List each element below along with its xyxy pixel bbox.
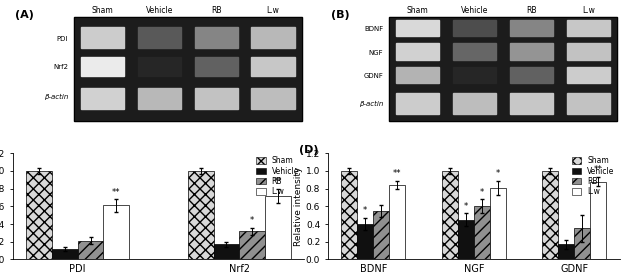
Bar xyxy=(510,20,553,37)
Text: **: ** xyxy=(112,187,121,197)
Bar xyxy=(567,20,610,37)
Bar xyxy=(590,182,607,259)
Text: L.w: L.w xyxy=(582,6,595,15)
Text: RB: RB xyxy=(211,6,222,15)
Bar xyxy=(188,171,213,259)
Bar xyxy=(396,67,439,83)
Text: Vehicle: Vehicle xyxy=(145,6,173,15)
Text: Sham: Sham xyxy=(407,6,428,15)
Y-axis label: Relative intensity: Relative intensity xyxy=(294,167,303,246)
Legend: Sham, Vehicle, RB, L.w: Sham, Vehicle, RB, L.w xyxy=(570,155,616,197)
Bar xyxy=(574,229,590,259)
Text: RB: RB xyxy=(526,6,536,15)
Bar xyxy=(453,93,496,114)
Bar xyxy=(81,57,124,76)
Text: β-actin: β-actin xyxy=(44,94,68,100)
Text: L.w: L.w xyxy=(267,6,279,15)
Bar xyxy=(81,88,124,109)
Bar xyxy=(441,171,458,259)
Text: Sham: Sham xyxy=(91,6,113,15)
Bar xyxy=(74,16,302,121)
Text: Vehicle: Vehicle xyxy=(461,6,488,15)
Text: β-actin: β-actin xyxy=(359,101,383,107)
Bar xyxy=(357,224,373,259)
Bar xyxy=(252,27,295,48)
Bar xyxy=(396,93,439,114)
Bar xyxy=(389,16,617,121)
Bar xyxy=(373,211,389,259)
Text: (D): (D) xyxy=(299,145,318,155)
Bar xyxy=(458,220,474,259)
Bar xyxy=(510,44,553,60)
Bar xyxy=(52,249,78,259)
Bar xyxy=(213,244,239,259)
Bar xyxy=(81,27,124,48)
Text: GDNF: GDNF xyxy=(364,73,383,79)
Text: *: * xyxy=(496,169,500,178)
Bar xyxy=(103,205,130,259)
Bar xyxy=(490,188,506,259)
Bar xyxy=(138,57,181,76)
Bar xyxy=(252,88,295,109)
Bar xyxy=(567,67,610,83)
Legend: Sham, Vehicle, RB, L.w: Sham, Vehicle, RB, L.w xyxy=(255,155,300,197)
Text: *: * xyxy=(480,187,484,197)
Bar xyxy=(195,88,238,109)
Bar xyxy=(510,67,553,83)
Text: **: ** xyxy=(274,177,282,186)
Bar xyxy=(78,241,103,259)
Bar xyxy=(138,88,181,109)
Bar xyxy=(558,244,574,259)
Text: (A): (A) xyxy=(16,9,34,20)
Bar xyxy=(26,171,52,259)
Bar xyxy=(474,206,490,259)
Bar xyxy=(396,20,439,37)
Bar xyxy=(389,16,617,121)
Bar xyxy=(453,44,496,60)
Text: **: ** xyxy=(594,165,603,174)
Bar xyxy=(138,27,181,48)
Bar xyxy=(453,20,496,37)
Text: Nrf2: Nrf2 xyxy=(53,64,68,70)
Bar xyxy=(396,44,439,60)
Text: *: * xyxy=(250,216,255,225)
Text: PDI: PDI xyxy=(56,36,68,42)
Text: (B): (B) xyxy=(331,9,349,20)
Bar xyxy=(389,185,406,259)
Text: *: * xyxy=(464,202,468,211)
Text: **: ** xyxy=(393,169,402,178)
Text: *: * xyxy=(363,206,367,215)
Bar xyxy=(542,171,558,259)
Bar xyxy=(74,16,302,121)
Text: BDNF: BDNF xyxy=(364,27,383,32)
Bar xyxy=(453,67,496,83)
Bar xyxy=(510,93,553,114)
Bar xyxy=(567,93,610,114)
Bar xyxy=(239,231,265,259)
Bar xyxy=(265,196,291,259)
Bar xyxy=(341,171,357,259)
Bar xyxy=(567,44,610,60)
Bar xyxy=(195,57,238,76)
Bar xyxy=(195,27,238,48)
Bar xyxy=(252,57,295,76)
Text: NGF: NGF xyxy=(369,50,383,56)
